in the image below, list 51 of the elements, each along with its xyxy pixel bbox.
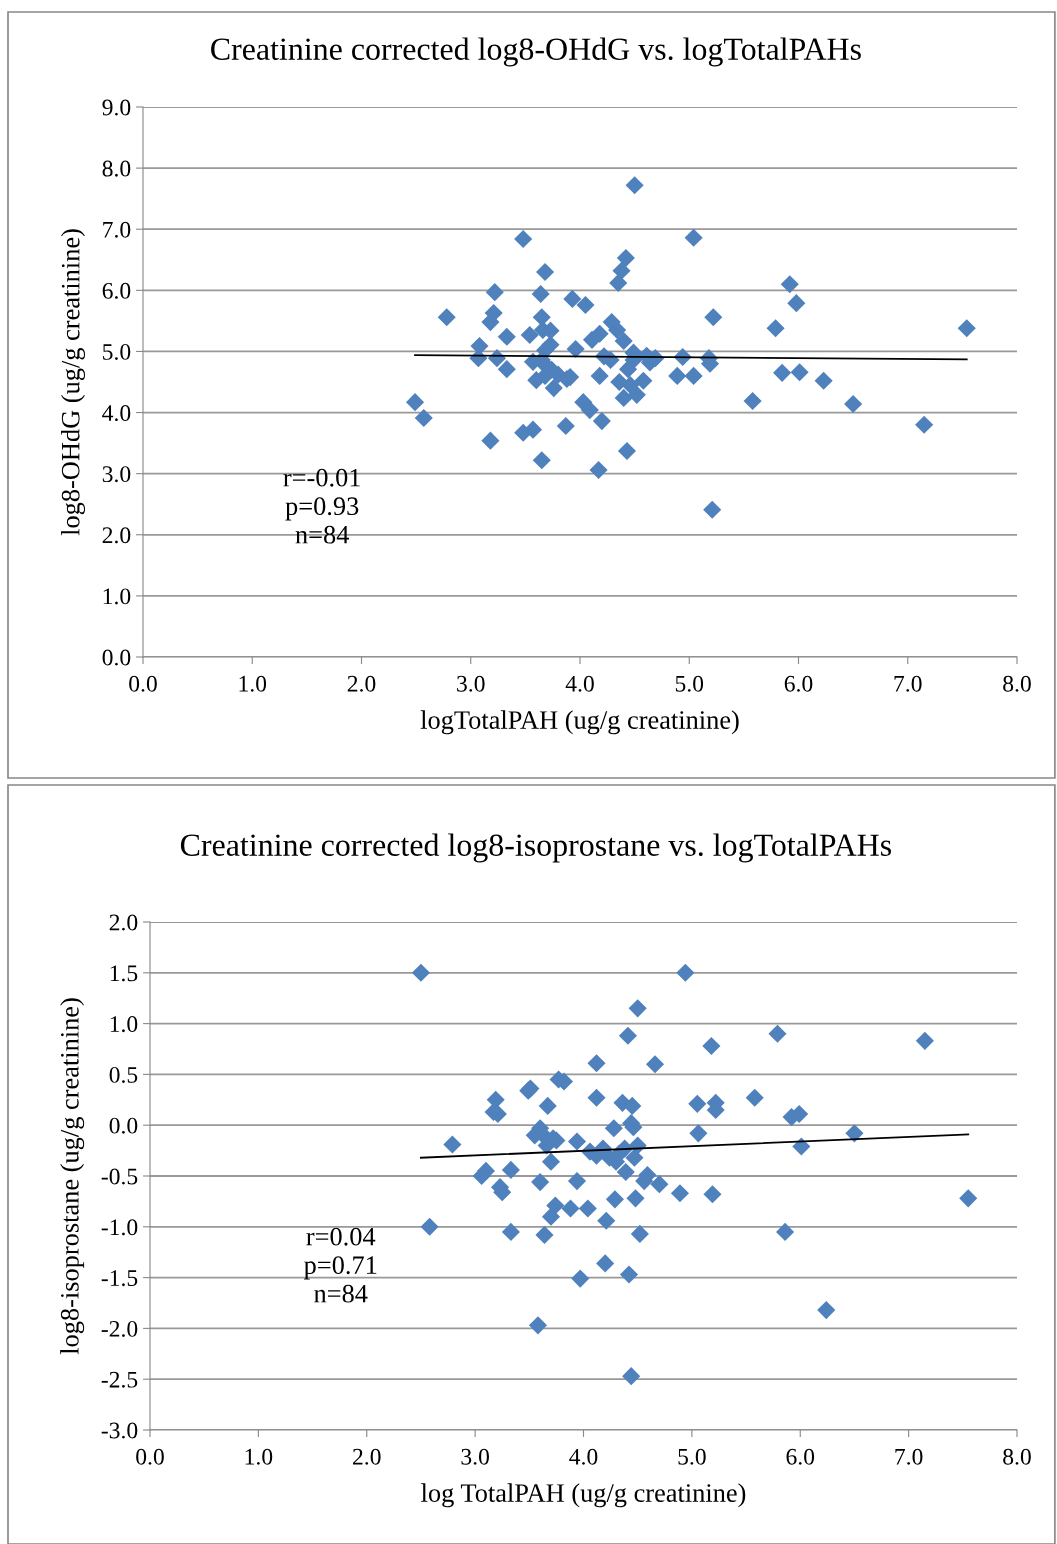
y-tick-label: 1.5 [110,965,138,982]
x-tick-label: 3.0 [461,1448,489,1465]
y-tick-label: -2.0 [101,1320,138,1337]
x-tick-label: 8.0 [1003,675,1031,692]
x-tick-label: 0.0 [129,675,157,692]
x-tick-label: 0.0 [136,1448,164,1465]
x-tick-label: 2.0 [347,675,376,692]
y-tick-label: 4.0 [102,405,131,422]
y-tick-label: 0.0 [102,649,131,666]
chart-title: Creatinine corrected log8-OHdG vs. logTotalPAHs [211,37,861,67]
y-tick-label: 8.0 [102,160,131,177]
x-axis-title: log TotalPAH (ug/g creatinine) [421,1483,746,1508]
x-tick-label: 1.0 [239,675,267,692]
x-tick-label: 6.0 [784,675,813,692]
y-axis-title: log8-isoprostane (ug/g creatinine) [60,998,85,1355]
x-tick-label: 7.0 [894,675,922,692]
y-tick-label: 3.0 [102,466,131,483]
x-tick-label: 8.0 [1003,1448,1031,1465]
x-tick-label: 6.0 [786,1448,815,1465]
annotation: p=0.71 [304,1256,377,1280]
y-tick-label: -3.0 [101,1422,138,1439]
y-tick-label: 6.0 [102,282,131,299]
chart-title: Creatinine corrected log8-isoprostane vs. logTotalPAHs [180,833,892,863]
y-tick-label: 5.0 [103,343,131,360]
x-tick-label: 1.0 [245,1448,273,1465]
y-tick-label: 1.0 [103,588,131,605]
x-tick-label: 4.0 [565,675,594,692]
x-axis-title: logTotalPAH (ug/g creatinine) [420,710,739,735]
x-tick-label: 4.0 [569,1448,598,1465]
x-tick-label: 5.0 [678,1448,706,1465]
y-tick-label: 0.0 [109,1117,138,1134]
y-tick-label: 9.0 [102,99,131,116]
annotation: p=0.93 [285,497,359,521]
annotation: n=84 [295,525,349,544]
x-tick-label: 7.0 [895,1448,923,1465]
annotation: n=84 [314,1284,368,1303]
x-tick-label: 2.0 [353,1448,381,1465]
y-tick-label: 1.0 [110,1016,138,1033]
y-tick-label: -1.0 [101,1219,138,1236]
y-tick-label: 2.0 [109,914,138,931]
y-axis-title: log8-OHdG (ug/g creatinine) [61,229,86,536]
x-tick-label: 3.0 [457,675,485,692]
y-tick-label: -1.5 [101,1270,138,1287]
y-tick-label: -0.5 [101,1168,138,1185]
annotation: r=-0.01 [283,468,360,487]
y-tick-label: 2.0 [102,527,131,544]
y-tick-label: 0.5 [109,1066,138,1083]
x-tick-label: 5.0 [675,675,704,692]
y-tick-label: -2.5 [101,1371,138,1388]
annotation: r=0.04 [306,1227,376,1246]
y-tick-label: 7.0 [103,221,131,238]
